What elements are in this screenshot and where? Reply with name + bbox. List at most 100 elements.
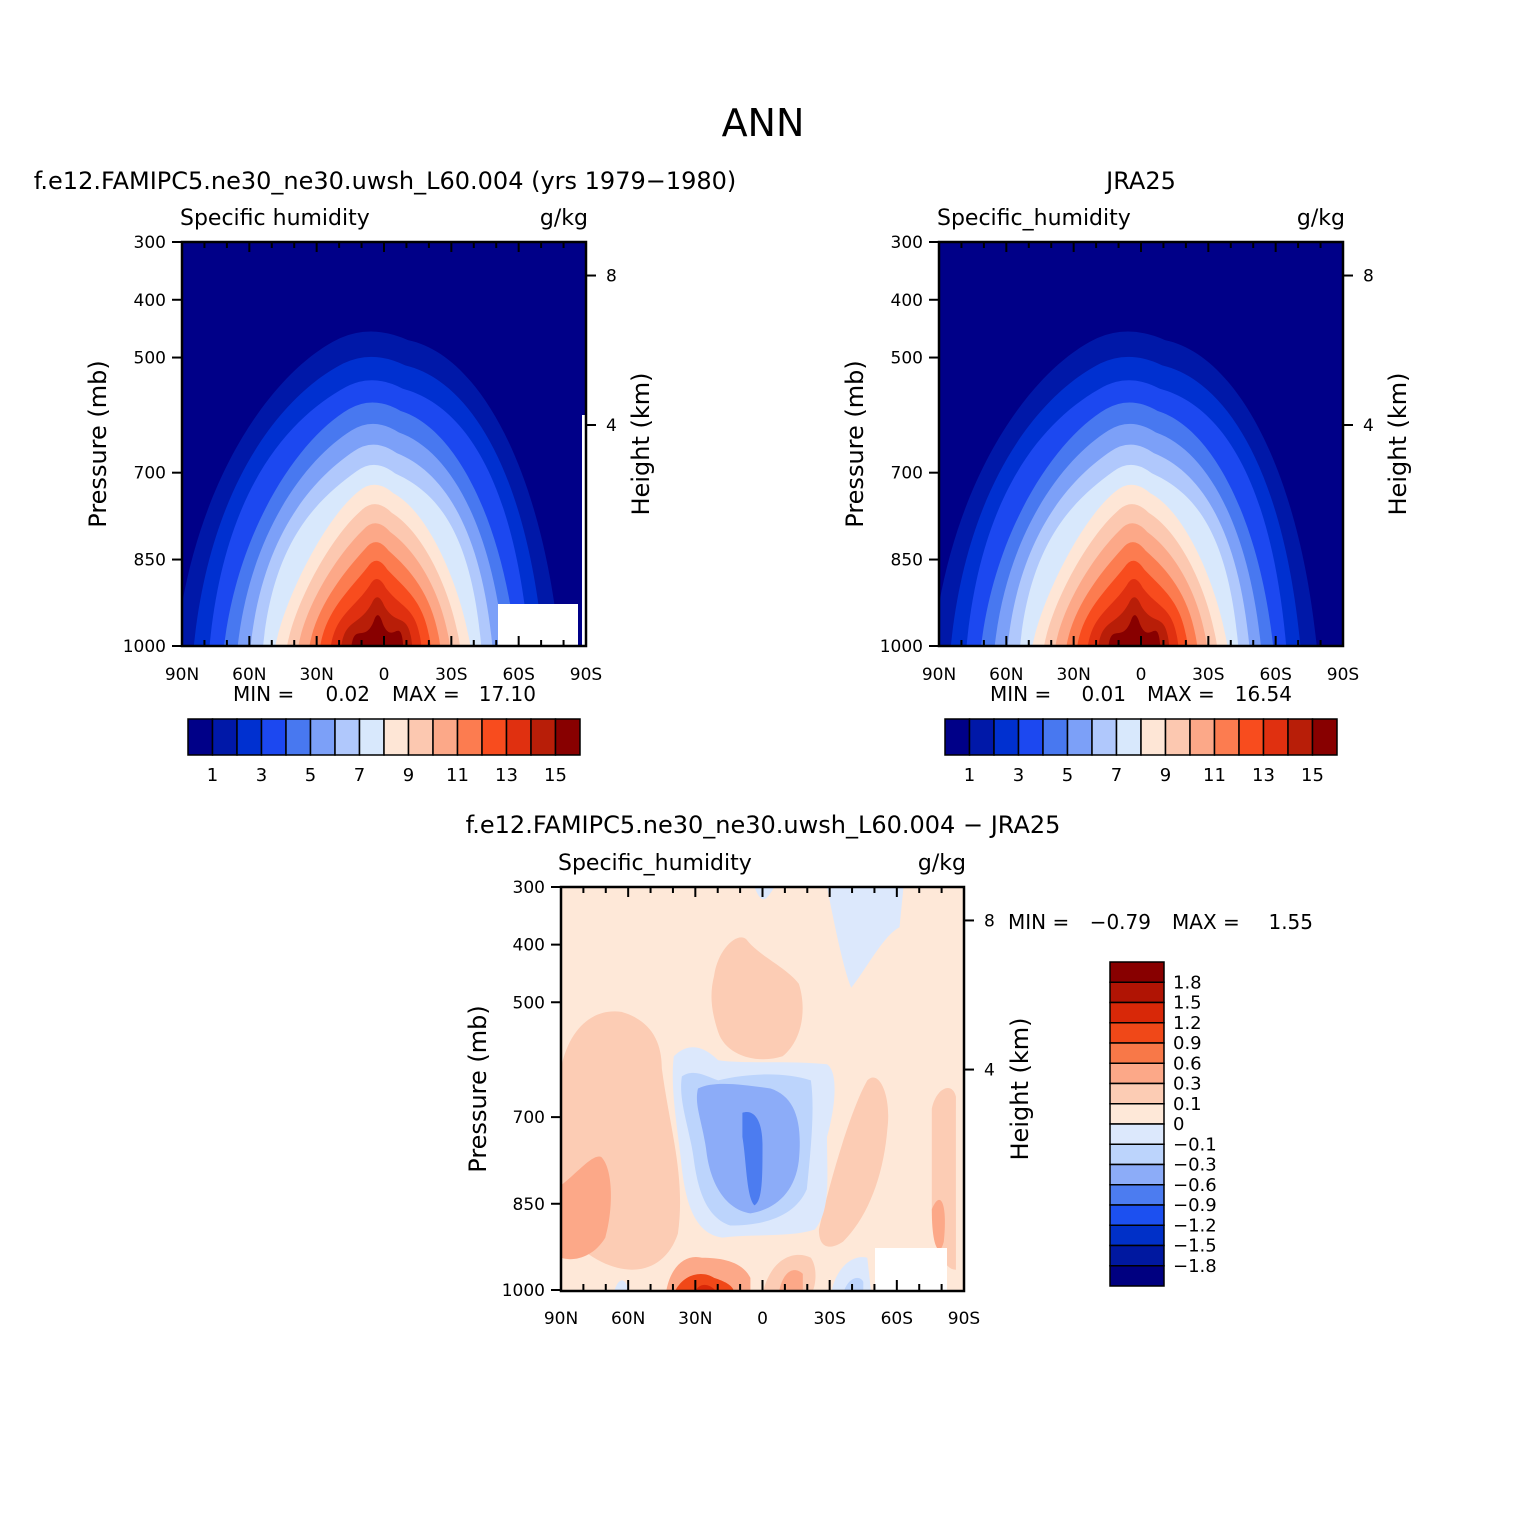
contour-field	[561, 887, 964, 1291]
y-right-tick-label: 8	[984, 911, 995, 931]
colorbar-label: 1.8	[1173, 972, 1202, 993]
colorbar-box	[1238, 718, 1265, 756]
y-right-tick-label: 8	[1363, 267, 1374, 287]
y-tick-label: 500	[513, 993, 545, 1013]
colorbar-box	[1042, 718, 1069, 756]
colorbar-box	[1311, 718, 1338, 756]
x-tick-label: 90S	[948, 1309, 980, 1329]
colorbar-label: 9	[403, 765, 414, 786]
contour-region	[827, 887, 904, 988]
colorbar-box	[1109, 1082, 1165, 1105]
colorbar: 1 3 5 7 9 11 13 15	[187, 718, 581, 786]
min-label: MIN =	[1008, 910, 1069, 934]
contour-region	[818, 1077, 889, 1247]
colorbar-box	[260, 718, 287, 756]
colorbar-label: 1	[964, 765, 975, 786]
colorbar-box	[1287, 718, 1314, 756]
x-tick-label: 90N	[165, 665, 199, 685]
colorbar-box	[554, 718, 581, 756]
x-tick-label: 0	[379, 665, 390, 685]
colorbar-box	[1109, 1062, 1165, 1085]
y-axis-right-title: Height (km)	[1006, 1018, 1034, 1161]
contour-region	[675, 1274, 734, 1291]
y-tick-label: 400	[513, 936, 545, 956]
x-tick-label: 60S	[502, 665, 534, 685]
max-label: MAX =	[1147, 682, 1215, 706]
colorbar-box	[1189, 718, 1216, 756]
units-label: g/kg	[918, 851, 966, 876]
colorbar-box	[1109, 1204, 1165, 1226]
y-right-tick-label: 4	[606, 416, 617, 436]
colorbar-box	[1109, 1143, 1165, 1166]
colorbar-label: 13	[495, 765, 518, 786]
colorbar-label: 5	[1062, 765, 1073, 786]
colorbar: 1 3 5 7 9 11 13 15	[944, 718, 1338, 786]
colorbar: 1.81.51.20.90.60.30.10−0.1−0.3−0.6−0.9−1…	[1109, 961, 1217, 1287]
y-axis-right-title: Height (km)	[627, 373, 655, 516]
variable-label: Specific_humidity	[558, 851, 752, 876]
contour-region	[711, 937, 803, 1060]
y-axis-right-title: Height (km)	[1384, 373, 1412, 516]
colorbar-box	[309, 718, 336, 756]
colorbar-box	[432, 718, 459, 756]
y-right-tick-label: 8	[606, 267, 617, 287]
y-tick-label: 500	[891, 349, 923, 369]
x-tick-label: 0	[1136, 665, 1147, 685]
colorbar-label: 1.2	[1173, 1013, 1202, 1034]
units-label: g/kg	[540, 206, 588, 231]
max-value: 16.54	[1235, 682, 1292, 706]
colorbar-label: 0	[1173, 1114, 1184, 1135]
colorbar-box	[1140, 718, 1167, 756]
colorbar-label: 15	[544, 765, 567, 786]
y-tick-label: 500	[134, 349, 166, 369]
x-tick-label: 30N	[1056, 665, 1090, 685]
colorbar-box	[1109, 1265, 1165, 1287]
y-axis-title: Pressure (mb)	[464, 1005, 492, 1172]
colorbar-box	[456, 718, 483, 756]
colorbar-box	[211, 718, 238, 756]
colorbar-label: −0.1	[1173, 1134, 1217, 1155]
colorbar-box	[334, 718, 361, 756]
x-tick-label: 60N	[232, 665, 266, 685]
colorbar-box	[1109, 1022, 1165, 1044]
colorbar-box	[481, 718, 508, 756]
contour-region	[742, 1111, 763, 1206]
x-tick-label: 30S	[1192, 665, 1224, 685]
panel-difference: f.e12.FAMIPC5.ne30_ne30.uwsh_L60.004 − J…	[464, 811, 1313, 1329]
contour-region	[561, 1156, 611, 1260]
colorbar-label: −0.6	[1173, 1175, 1217, 1196]
panel-title: f.e12.FAMIPC5.ne30_ne30.uwsh_L60.004 − J…	[466, 811, 1061, 839]
y-right-tick-label: 4	[984, 1061, 995, 1081]
min-value: 0.02	[325, 682, 370, 706]
colorbar-box	[1109, 1042, 1165, 1064]
missing-data-mask	[498, 604, 578, 646]
x-tick-label: 0	[757, 1309, 768, 1329]
variable-label: Specific_humidity	[937, 206, 1131, 231]
main-title: ANN	[722, 101, 805, 145]
y-tick-label: 300	[513, 878, 545, 898]
y-tick-label: 850	[513, 1195, 545, 1215]
x-tick-label: 90N	[544, 1309, 578, 1329]
x-tick-label: 60S	[1259, 665, 1291, 685]
colorbar-label: 15	[1301, 765, 1324, 786]
colorbar-box	[1017, 718, 1044, 756]
colorbar-label: 1.5	[1173, 993, 1202, 1014]
y-tick-label: 300	[134, 233, 166, 253]
panel-obs: JRA25 Specific_humidity g/kg 30040050070…	[841, 167, 1412, 786]
colorbar-label: 0.6	[1173, 1053, 1202, 1074]
y-right-tick-label: 4	[1363, 416, 1374, 436]
colorbar-box	[1109, 1163, 1165, 1186]
colorbar-box	[1262, 718, 1289, 756]
x-tick-label: 90N	[922, 665, 956, 685]
x-tick-label: 30N	[678, 1309, 712, 1329]
colorbar-label: −1.8	[1173, 1256, 1217, 1277]
y-axis-title: Pressure (mb)	[841, 360, 869, 527]
colorbar-label: 0.9	[1173, 1033, 1202, 1054]
contour-field	[939, 242, 1343, 646]
max-value: 1.55	[1268, 910, 1313, 934]
contour-field	[182, 242, 586, 646]
colorbar-box	[1091, 718, 1118, 756]
y-tick-label: 700	[891, 464, 923, 484]
colorbar-label: 13	[1252, 765, 1275, 786]
colorbar-box	[1164, 718, 1191, 756]
